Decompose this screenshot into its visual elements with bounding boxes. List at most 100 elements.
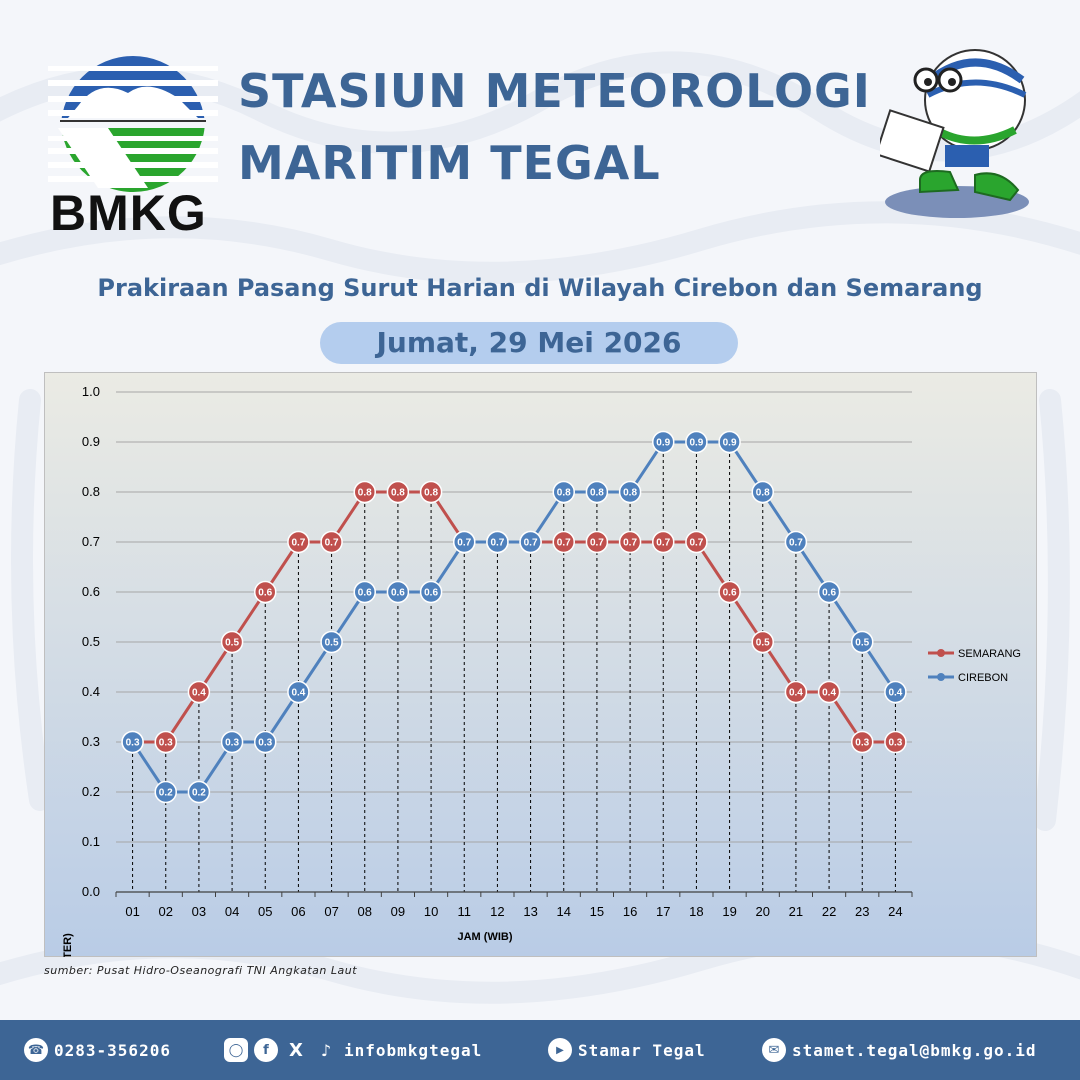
youtube-channel[interactable]: Stamar Tegal	[578, 1040, 706, 1060]
data-label-semarang: 0.3	[159, 738, 173, 749]
data-point-semarang: 0.8	[353, 480, 376, 504]
data-point-cirebon: 0.4	[287, 680, 310, 704]
x-tick-label: 14	[557, 904, 571, 919]
data-label-semarang: 0.7	[325, 538, 339, 549]
data-marker-cirebon	[419, 580, 443, 604]
legend-item-semarang: SEMARANG	[928, 648, 1021, 660]
y-tick-label: 0.0	[82, 884, 100, 899]
youtube-icon[interactable]: ▶	[548, 1038, 572, 1062]
y-tick-label: 0.8	[82, 484, 100, 499]
data-label-semarang: 0.7	[557, 538, 571, 549]
data-point-cirebon: 0.6	[386, 580, 410, 604]
data-marker-semarang	[320, 530, 343, 554]
bmkg-logo-text: BMKG	[50, 185, 207, 241]
data-point-cirebon: 0.6	[353, 580, 376, 604]
x-tick-label: 12	[490, 904, 504, 919]
data-marker-cirebon	[453, 530, 476, 554]
social-handle[interactable]: infobmkgtegal	[344, 1040, 483, 1060]
data-point-cirebon: 0.5	[320, 630, 343, 654]
data-marker-cirebon	[254, 730, 277, 754]
x-tick-label: 21	[789, 904, 803, 919]
data-marker-semarang	[287, 530, 310, 554]
y-tick-label: 0.2	[82, 784, 100, 799]
data-marker-cirebon	[121, 730, 144, 754]
data-label-cirebon: 0.8	[623, 488, 637, 499]
data-label-semarang: 0.8	[424, 488, 438, 499]
data-point-semarang: 0.3	[851, 730, 874, 754]
x-tick-label: 16	[623, 904, 637, 919]
data-label-semarang: 0.8	[358, 488, 372, 499]
x-tick-label: 04	[225, 904, 239, 919]
data-point-semarang: 0.7	[618, 530, 642, 554]
x-tick-label: 24	[888, 904, 902, 919]
data-marker-cirebon	[718, 430, 741, 454]
data-point-semarang: 0.4	[817, 680, 841, 704]
data-label-semarang: 0.6	[258, 588, 272, 599]
data-label-cirebon: 0.9	[689, 438, 703, 449]
data-label-semarang: 0.5	[225, 638, 239, 649]
forecast-subtitle: Prakiraan Pasang Surut Harian di Wilayah…	[97, 274, 983, 302]
footer-social: ◯ f X ♪ infobmkgtegal	[224, 1020, 482, 1080]
x-tick-label: 18	[689, 904, 703, 919]
forecast-date: Jumat, 29 Mei 2026	[320, 322, 738, 364]
email-icon[interactable]: ✉	[762, 1038, 786, 1062]
data-point-semarang: 0.3	[154, 730, 177, 754]
data-label-semarang: 0.3	[855, 738, 869, 749]
x-twitter-icon[interactable]: X	[289, 1039, 303, 1061]
station-title-line-2: MARITIM TEGAL	[238, 136, 661, 190]
x-tick-label: 13	[523, 904, 537, 919]
data-point-semarang: 0.4	[187, 680, 211, 704]
data-point-semarang: 0.3	[884, 730, 907, 754]
data-label-semarang: 0.3	[888, 738, 902, 749]
data-point-cirebon: 0.8	[585, 480, 609, 504]
y-tick-label: 0.6	[82, 584, 100, 599]
data-label-cirebon: 0.7	[789, 538, 803, 549]
data-label-cirebon: 0.5	[855, 638, 869, 649]
data-label-semarang: 0.5	[756, 638, 770, 649]
data-marker-cirebon	[154, 780, 177, 804]
data-label-cirebon: 0.6	[822, 588, 836, 599]
data-marker-cirebon	[784, 530, 808, 554]
x-tick-label: 23	[855, 904, 869, 919]
data-marker-semarang	[154, 730, 177, 754]
x-tick-label: 02	[159, 904, 173, 919]
y-tick-label: 0.4	[82, 684, 100, 699]
data-label-cirebon: 0.3	[126, 738, 140, 749]
data-marker-cirebon	[320, 630, 343, 654]
data-point-semarang: 0.7	[652, 530, 675, 554]
data-point-cirebon: 0.7	[784, 530, 808, 554]
email-address[interactable]: stamet.tegal@bmkg.go.id	[792, 1040, 1037, 1060]
data-marker-cirebon	[187, 780, 211, 804]
x-tick-label: 20	[756, 904, 770, 919]
data-label-cirebon: 0.9	[723, 438, 737, 449]
data-label-cirebon: 0.7	[457, 538, 471, 549]
data-marker-semarang	[685, 530, 708, 554]
facebook-icon[interactable]: f	[254, 1038, 278, 1062]
data-label-cirebon: 0.9	[656, 438, 670, 449]
instagram-icon[interactable]: ◯	[224, 1038, 248, 1062]
data-label-cirebon: 0.2	[159, 788, 173, 799]
x-tick-label: 11	[458, 904, 472, 919]
data-label-semarang: 0.7	[689, 538, 703, 549]
data-point-cirebon: 0.2	[154, 780, 177, 804]
legend-label-cirebon: CIREBON	[958, 672, 1008, 684]
data-marker-cirebon	[486, 530, 509, 554]
data-marker-cirebon	[652, 430, 675, 454]
tiktok-icon[interactable]: ♪	[320, 1040, 332, 1060]
data-point-cirebon: 0.7	[486, 530, 509, 554]
data-marker-cirebon	[618, 480, 642, 504]
data-marker-semarang	[353, 480, 376, 504]
data-point-cirebon: 0.6	[419, 580, 443, 604]
data-source-note: sumber: Pusat Hidro-Oseanografi TNI Angk…	[44, 964, 358, 977]
data-marker-cirebon	[851, 630, 874, 654]
data-point-semarang: 0.7	[552, 530, 575, 554]
data-label-cirebon: 0.4	[888, 688, 902, 699]
data-label-cirebon: 0.8	[756, 488, 770, 499]
y-tick-label: 0.7	[82, 534, 100, 549]
data-marker-cirebon	[817, 580, 841, 604]
footer-bar: ☎ 0283-356206 ◯ f X ♪ infobmkgtegal ▶ St…	[0, 1020, 1080, 1080]
footer-phone: ☎ 0283-356206	[24, 1020, 171, 1080]
data-point-cirebon: 0.9	[718, 430, 741, 454]
data-marker-cirebon	[386, 580, 410, 604]
y-tick-label: 0.9	[82, 434, 100, 449]
